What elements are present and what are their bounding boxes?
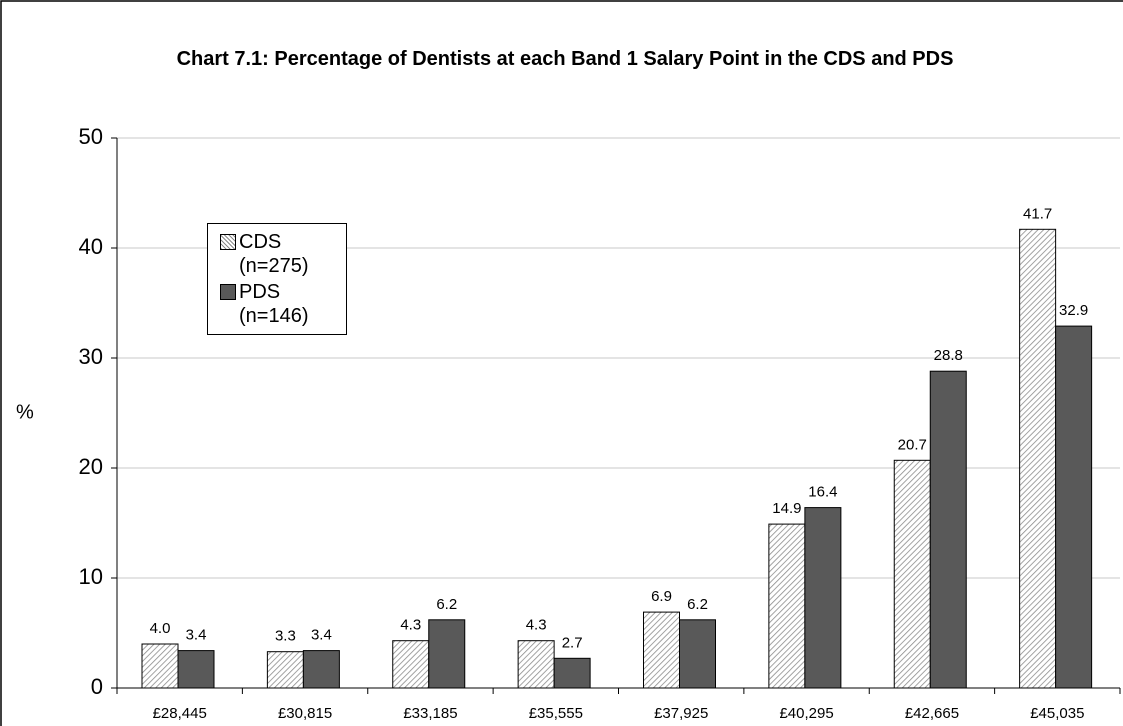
x-tick-label: £42,665 xyxy=(905,705,959,722)
value-label: 3.3 xyxy=(275,628,296,645)
value-label: 3.4 xyxy=(311,627,332,644)
bar xyxy=(1055,325,1093,689)
value-label: 28.8 xyxy=(934,347,963,364)
value-label: 6.2 xyxy=(436,596,457,613)
bar xyxy=(266,651,304,689)
value-label: 4.0 xyxy=(150,620,171,637)
y-tick-label: 50 xyxy=(79,124,103,149)
value-label: 3.4 xyxy=(186,627,207,644)
x-tick-label: £37,925 xyxy=(654,705,708,722)
bar xyxy=(517,640,555,689)
value-label: 4.3 xyxy=(400,617,421,634)
bar xyxy=(141,643,179,689)
y-tick-label: 10 xyxy=(79,564,103,589)
bar xyxy=(302,650,340,689)
x-tick-label: £33,185 xyxy=(403,705,457,722)
value-label: 4.3 xyxy=(526,617,547,634)
legend-item: PDS (n=146) xyxy=(208,280,346,328)
y-tick-label: 30 xyxy=(79,344,103,369)
bar xyxy=(428,619,466,689)
legend: CDS (n=275) PDS (n=146) xyxy=(207,223,347,335)
x-tick-label: £40,295 xyxy=(779,705,833,722)
legend-swatch xyxy=(220,234,236,250)
bar xyxy=(804,507,842,689)
y-tick-label: 0 xyxy=(91,674,103,699)
bar xyxy=(1019,228,1057,689)
y-axis-label: % xyxy=(16,401,34,423)
bar xyxy=(553,657,591,689)
x-tick-label: £35,555 xyxy=(529,705,583,722)
x-tick-label: £45,035 xyxy=(1030,705,1084,722)
value-label: 6.2 xyxy=(687,596,708,613)
bar xyxy=(643,611,680,689)
legend-swatch xyxy=(220,284,236,300)
chart-title: Chart 7.1: Percentage of Dentists at eac… xyxy=(176,48,954,70)
bar xyxy=(893,459,931,689)
legend-item: CDS (n=275) xyxy=(208,230,346,278)
bar xyxy=(679,619,716,689)
value-label: 32.9 xyxy=(1059,302,1088,319)
value-label: 16.4 xyxy=(808,484,837,501)
bar xyxy=(392,640,430,689)
y-tick-label: 40 xyxy=(79,234,103,259)
bar xyxy=(177,650,215,689)
legend-label: PDS (n=146) xyxy=(239,281,309,327)
value-label: 2.7 xyxy=(562,634,583,651)
value-label: 6.9 xyxy=(651,588,672,605)
value-label: 14.9 xyxy=(772,500,801,517)
x-tick-label: £28,445 xyxy=(153,705,207,722)
value-label: 20.7 xyxy=(898,436,927,453)
value-label: 41.7 xyxy=(1023,205,1052,222)
x-tick-label: £30,815 xyxy=(278,705,332,722)
legend-label: CDS (n=275) xyxy=(239,231,309,277)
y-tick-label: 20 xyxy=(79,454,103,479)
bar xyxy=(929,370,967,689)
bar xyxy=(768,523,806,689)
